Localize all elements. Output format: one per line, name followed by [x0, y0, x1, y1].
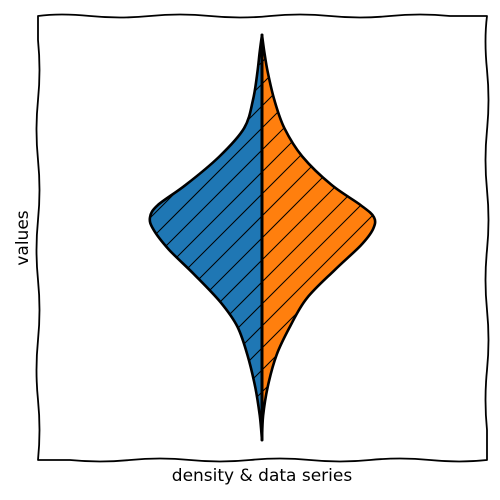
- violin-right-outline: [260, 34, 377, 441]
- hatch-line: [149, 233, 262, 440]
- y-axis-label: values: [13, 210, 33, 265]
- violin-right-body: [262, 35, 376, 440]
- x-axis-label: density & data series: [172, 466, 353, 486]
- hatch-line: [100, 0, 420, 26]
- hatch-line: [149, 211, 262, 440]
- violin-left-body: [149, 35, 262, 440]
- violin-left-outline: [148, 34, 264, 441]
- hatch-line: [100, 0, 420, 26]
- hatch-line: [149, 189, 262, 440]
- hatch-line: [100, 0, 420, 4]
- hatch-line: [149, 35, 262, 269]
- hatch-line: [262, 167, 376, 440]
- plot-frame: [35, 13, 490, 463]
- violin-left-half: [100, 0, 420, 441]
- hatch-line: [100, 0, 420, 4]
